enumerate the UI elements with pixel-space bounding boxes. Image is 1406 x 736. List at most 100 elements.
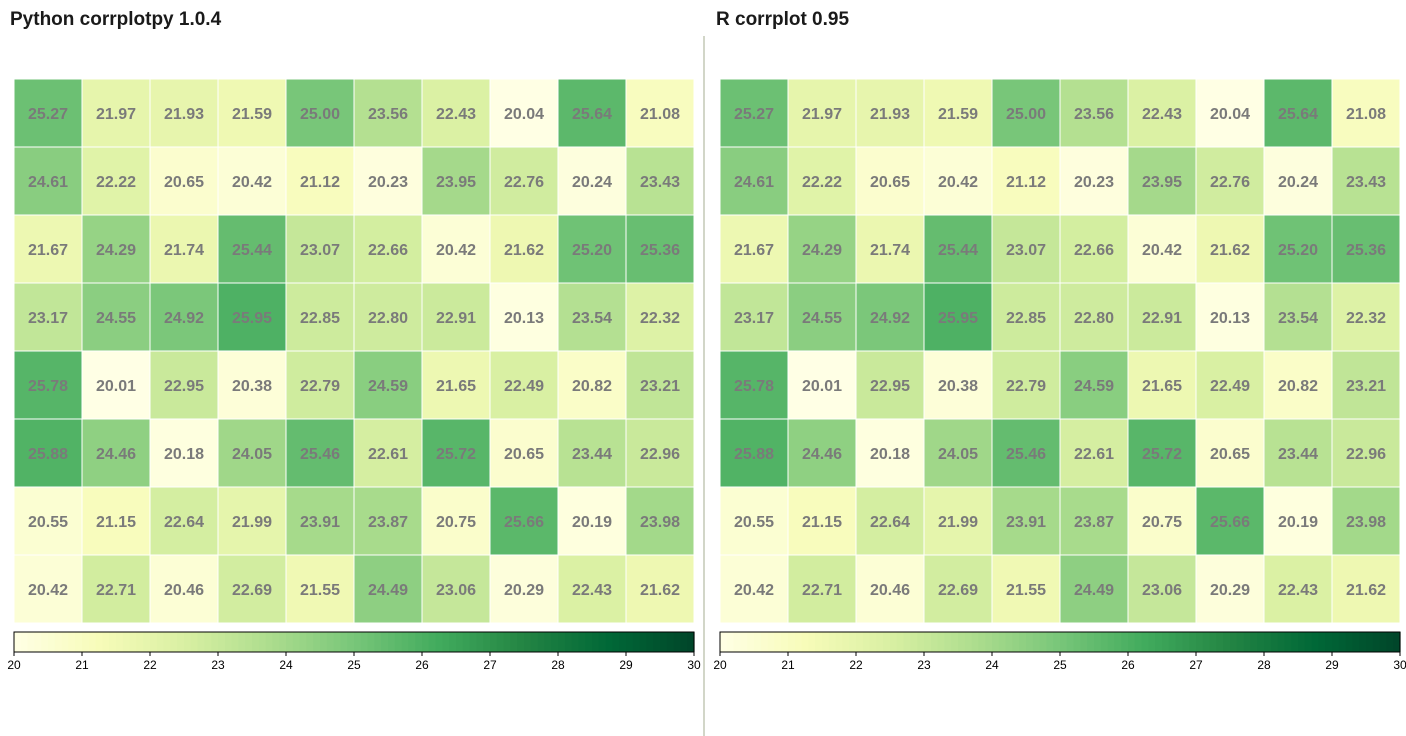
heatmap-cell <box>1195 486 1265 556</box>
cell-value-label: 22.66 <box>368 242 408 259</box>
heatmap-cell <box>1331 486 1401 556</box>
colorbar-segment <box>1094 632 1102 652</box>
colorbar-segment <box>822 632 830 652</box>
colorbar-segment <box>1168 632 1177 652</box>
cell-value-label: 20.29 <box>1210 582 1250 599</box>
colorbar-segment <box>292 632 301 652</box>
colorbar-segment <box>760 632 769 652</box>
colorbar-tick-label: 24 <box>985 658 999 672</box>
heatmap-cell <box>421 282 491 352</box>
colorbar-segment <box>347 632 355 652</box>
heatmap-cell <box>557 350 627 420</box>
cell-value-label: 20.18 <box>870 446 910 463</box>
colorbar-segment <box>490 632 498 652</box>
cell-value-label: 22.22 <box>96 174 136 191</box>
colorbar-segment <box>1311 632 1319 652</box>
colorbar-segment <box>835 632 843 652</box>
colorbar-tick-label: 27 <box>1189 658 1203 672</box>
colorbar-segment <box>265 632 273 652</box>
cell-value-label: 20.82 <box>572 378 612 395</box>
colorbar-segment <box>279 632 287 652</box>
cell-value-label: 22.91 <box>436 310 476 327</box>
colorbar-segment <box>238 632 246 652</box>
panel-title-python: Python corrplotpy 1.0.4 <box>10 9 222 30</box>
heatmap-cell <box>557 282 627 352</box>
cell-value-label: 22.49 <box>504 378 544 395</box>
heatmap-cell <box>1059 554 1129 624</box>
heatmap-cell <box>1127 282 1197 352</box>
colorbar-segment <box>680 632 688 652</box>
colorbar-segment <box>258 632 267 652</box>
colorbar-segment <box>1100 632 1109 652</box>
colorbar-segment <box>394 632 403 652</box>
cell-value-label: 23.98 <box>640 514 680 531</box>
heatmap-cell <box>81 146 151 216</box>
colorbar-segment <box>767 632 775 652</box>
heatmap-cell <box>625 418 695 488</box>
colorbar-segment <box>469 632 477 652</box>
colorbar-segment <box>510 632 518 652</box>
heatmap-cell <box>489 418 559 488</box>
cell-value-label: 22.71 <box>802 582 842 599</box>
cell-value-label: 20.82 <box>1278 378 1318 395</box>
colorbar-segment <box>231 632 239 652</box>
cell-value-label: 25.88 <box>28 446 68 463</box>
colorbar-segment <box>299 632 307 652</box>
cell-value-label: 25.00 <box>1006 106 1046 123</box>
cell-value-label: 22.76 <box>1210 174 1250 191</box>
cell-value-label: 24.61 <box>734 174 774 191</box>
heatmap-cell <box>217 282 287 352</box>
colorbar-segment <box>653 632 661 652</box>
heatmap-cell <box>855 486 925 556</box>
colorbar-segment <box>1230 632 1238 652</box>
colorbar-segment <box>720 632 728 652</box>
heatmap-cell <box>421 214 491 284</box>
heatmap-python: 25.27 21.97 21.93 21.59 25.00 23.56 22.43 20.04… <box>7 78 701 672</box>
colorbar-segment <box>1298 632 1306 652</box>
colorbar-segment <box>313 632 321 652</box>
heatmap-cell <box>81 282 151 352</box>
colorbar-segment <box>530 632 539 652</box>
heatmap-cell <box>1127 146 1197 216</box>
colorbar-segment <box>1386 632 1394 652</box>
colorbar-segment <box>408 632 416 652</box>
heatmap-cell <box>285 78 355 148</box>
heatmap-cell <box>719 350 789 420</box>
colorbar-segment <box>1141 632 1149 652</box>
cell-value-label: 20.75 <box>1142 514 1182 531</box>
cell-value-label: 20.18 <box>164 446 204 463</box>
colorbar-segment <box>910 632 918 652</box>
colorbar-segment <box>754 632 762 652</box>
colorbar-tick-label: 26 <box>1121 658 1135 672</box>
heatmap-cell <box>557 418 627 488</box>
colorbar-segment <box>374 632 382 652</box>
heatmap-cell <box>1263 282 1333 352</box>
heatmap-cell <box>557 214 627 284</box>
cell-value-label: 21.97 <box>96 106 136 123</box>
heatmap-cell <box>1195 350 1265 420</box>
cell-value-label: 23.06 <box>1142 582 1182 599</box>
colorbar-segment <box>998 632 1007 652</box>
cell-value-label: 22.85 <box>1006 310 1046 327</box>
colorbar-segment <box>1114 632 1122 652</box>
colorbar-segment <box>1366 632 1374 652</box>
heatmap-cell <box>787 486 857 556</box>
colorbar-segment <box>842 632 850 652</box>
colorbar-segment <box>1277 632 1285 652</box>
cell-value-label: 25.27 <box>28 106 68 123</box>
cell-value-label: 20.42 <box>232 174 272 191</box>
heatmap-cell <box>1263 554 1333 624</box>
heatmap-cell <box>719 418 789 488</box>
cell-value-label: 20.75 <box>436 514 476 531</box>
cell-value-label: 23.54 <box>1278 310 1318 327</box>
cell-value-label: 22.96 <box>1346 446 1386 463</box>
colorbar-segment <box>1012 632 1020 652</box>
heatmap-cell <box>1059 146 1129 216</box>
cell-value-label: 20.24 <box>1278 174 1318 191</box>
colorbar-segment <box>333 632 341 652</box>
cell-value-label: 23.43 <box>640 174 680 191</box>
colorbar-segment <box>354 632 362 652</box>
cell-value-label: 23.95 <box>1142 174 1182 191</box>
colorbar-tick-label: 30 <box>1393 658 1406 672</box>
cell-value-label: 25.44 <box>938 242 978 259</box>
